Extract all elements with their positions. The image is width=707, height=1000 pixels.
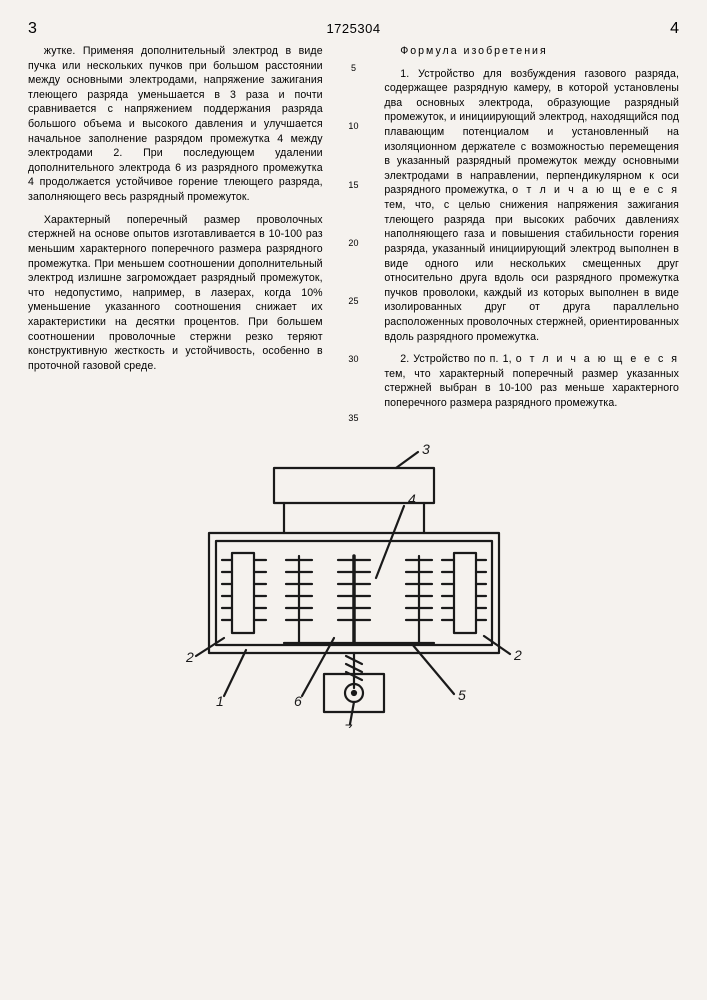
page-number-left: 3: [28, 20, 37, 38]
figure: 3 4 2 2 1 6 5 7: [28, 438, 679, 728]
svg-text:7: 7: [344, 721, 353, 728]
svg-text:3: 3: [422, 441, 430, 457]
diagram-svg: 3 4 2 2 1 6 5 7: [174, 438, 534, 728]
header-row: 3 1725304 4: [28, 20, 679, 38]
line-number: 15: [335, 179, 373, 191]
svg-text:1: 1: [216, 693, 224, 709]
left-column: жутке. Применяя дополнительный электрод …: [28, 44, 323, 424]
line-number: 10: [335, 120, 373, 132]
svg-text:2: 2: [513, 647, 522, 663]
left-paragraph-1: жутке. Применяя дополнительный электрод …: [28, 44, 323, 205]
text-columns: жутке. Применяя дополнительный электрод …: [28, 44, 679, 424]
line-number: 20: [335, 237, 373, 249]
line-number: 5: [335, 62, 373, 74]
line-number: 35: [335, 412, 373, 424]
line-number: 25: [335, 295, 373, 307]
line-number: 30: [335, 353, 373, 365]
left-paragraph-2: Характерный поперечный размер проволочны…: [28, 213, 323, 374]
document-number: 1725304: [326, 21, 380, 36]
svg-text:2: 2: [185, 649, 194, 665]
line-number-gutter: 5 10 15 20 25 30 35: [335, 44, 373, 424]
claim-1: 1. Устройство для возбуждения газового р…: [384, 67, 679, 345]
svg-text:5: 5: [458, 687, 466, 703]
claims-heading: Формула изобретения: [384, 44, 679, 59]
svg-text:6: 6: [294, 693, 302, 709]
page-number-right: 4: [670, 20, 679, 38]
right-column: Формула изобретения 1. Устройство для во…: [384, 44, 679, 424]
claim-2: 2. Устройство по п. 1, о т л и ч а ю щ е…: [384, 352, 679, 410]
svg-text:4: 4: [408, 491, 416, 507]
